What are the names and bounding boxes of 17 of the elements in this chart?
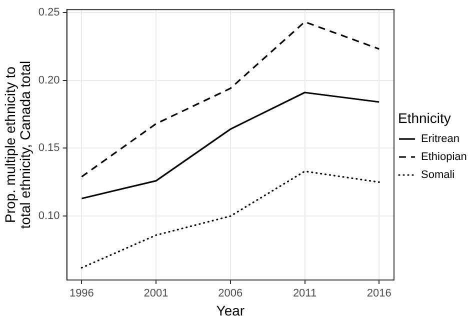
- legend-label: Ethiopian: [421, 151, 467, 163]
- y-tick-label: 0.25: [38, 6, 60, 18]
- x-tick-label: 1996: [69, 288, 94, 300]
- line-series: [80, 170, 380, 269]
- y-tick-label: 0.20: [38, 74, 60, 86]
- y-tick-label: 0.15: [38, 142, 60, 154]
- x-tick-label: 2011: [292, 288, 317, 300]
- legend-label: Somali: [421, 169, 455, 181]
- line-series: [80, 21, 380, 178]
- legend-label: Eritrean: [421, 133, 460, 145]
- y-tick-label: 0.10: [38, 210, 60, 222]
- x-axis-title: Year: [216, 302, 245, 318]
- x-tick-label: 2001: [144, 288, 168, 300]
- x-tick-label: 2016: [366, 288, 392, 300]
- x-tick-label: 2006: [218, 288, 243, 300]
- legend-title: Ethnicity: [398, 110, 452, 126]
- y-axis-title: Prop. multiple ethnicity to total ethnicity, Canada total: [2, 60, 33, 229]
